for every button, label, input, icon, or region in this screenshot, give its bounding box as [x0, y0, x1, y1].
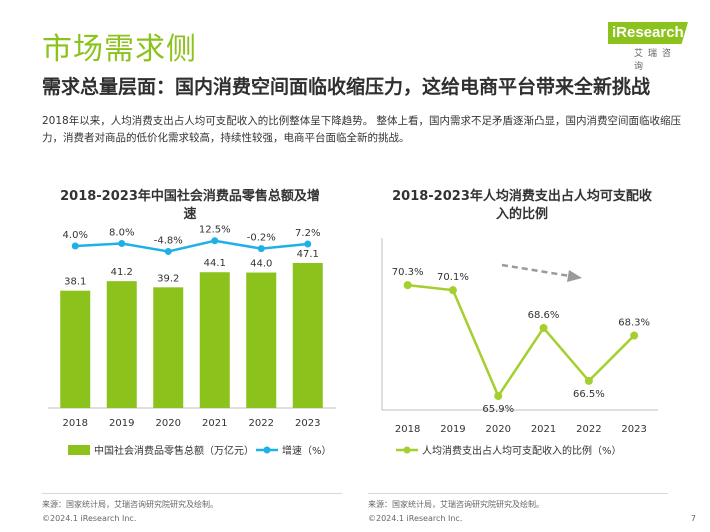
bar-value-label-2019: 41.2 — [111, 267, 133, 278]
legend-ratio-marker — [403, 446, 411, 454]
ratio-point-2022 — [584, 376, 593, 385]
left-chart-title: 2018-2023年中国社会消费品零售总额及增速 — [60, 189, 320, 222]
ratio-point-2021 — [539, 323, 548, 332]
bar-value-label-2022: 44.0 — [250, 259, 272, 270]
growth-line — [75, 239, 308, 253]
ratio-point-2020 — [494, 392, 503, 400]
ratio-label-2019: 70.1% — [437, 272, 469, 283]
left-footer-divider — [42, 493, 342, 494]
logo-badge — [608, 22, 688, 44]
x-tick-2020: 2020 — [156, 418, 181, 429]
bar-value-label-2018: 38.1 — [64, 277, 86, 288]
x-tick-2019: 2019 — [440, 424, 465, 435]
x-tick-2021: 2021 — [531, 424, 556, 435]
x-tick-2020: 2020 — [486, 424, 511, 435]
growth-label-2019: 8.0% — [109, 228, 134, 239]
bar-2020 — [153, 287, 184, 408]
x-tick-2023: 2023 — [295, 418, 320, 429]
legend-ratio-label: 人均消费支出占人均可支配收入的比例（%） — [422, 444, 622, 457]
bar-2021 — [199, 272, 230, 408]
growth-point-2019 — [118, 240, 126, 248]
growth-label-2021: 12.5% — [199, 225, 231, 236]
ratio-label-2022: 66.5% — [573, 389, 605, 400]
trend-arrow-head — [567, 270, 582, 282]
ratio-point-2018 — [403, 281, 412, 290]
growth-point-2022 — [257, 245, 265, 253]
growth-label-2022: -0.2% — [247, 233, 276, 244]
bar-2018 — [60, 290, 91, 408]
ratio-label-2018: 70.3% — [392, 267, 424, 278]
growth-label-2023: 7.2% — [295, 228, 320, 239]
x-tick-2018: 2018 — [63, 418, 88, 429]
right-footer-divider — [368, 493, 668, 494]
bar-value-label-2021: 44.1 — [204, 258, 226, 269]
legend-growth-label: 增速（%） — [282, 444, 332, 457]
x-tick-2023: 2023 — [621, 424, 646, 435]
ratio-point-2023 — [630, 331, 639, 340]
ratio-label-2021: 68.6% — [528, 310, 560, 321]
left-copyright: ©2024.1 iResearch Inc. — [42, 514, 137, 523]
right-source: 来源：国家统计局，艾瑞咨询研究院研究及绘制。 — [368, 500, 544, 509]
growth-point-2023 — [304, 240, 312, 248]
legend-growth-marker — [263, 446, 271, 454]
trend-arrow-icon — [501, 263, 582, 282]
bar-2022 — [246, 272, 277, 408]
x-tick-2021: 2021 — [202, 418, 227, 429]
intro-paragraph: 2018年以来，人均消费支出占人均可支配收入的比例整体呈下降趋势。 整体上看，国… — [42, 115, 682, 144]
logo-text: iResearch — [612, 24, 684, 41]
ratio-point-2019 — [448, 286, 457, 295]
growth-point-2020 — [164, 247, 172, 255]
right-copyright: ©2024.1 iResearch Inc. — [368, 514, 463, 523]
trend-arrow-shaft — [501, 263, 571, 278]
bar-2019 — [106, 281, 137, 408]
page-number: 7 — [690, 514, 696, 523]
growth-point-2021 — [211, 237, 219, 245]
page-title: 市场需求侧 — [42, 32, 197, 67]
growth-label-2020: -4.8% — [154, 235, 183, 246]
x-tick-2018: 2018 — [395, 424, 420, 435]
iresearch-logo: iResearch 艾瑞咨询 — [608, 22, 688, 72]
x-tick-2019: 2019 — [109, 418, 134, 429]
page-subtitle: 需求总量层面：国内消费空间面临收缩压力，这给电商平台带来全新挑战 — [42, 76, 651, 98]
x-tick-2022: 2022 — [249, 418, 274, 429]
growth-point-2018 — [71, 242, 79, 250]
bar-value-label-2020: 39.2 — [157, 273, 179, 284]
right-chart-title: 2018-2023年人均消费支出占人均可支配收入的比例 — [392, 189, 652, 222]
bar-value-label-2023: 47.1 — [297, 249, 319, 260]
left-source: 来源：国家统计局，艾瑞咨询研究院研究及绘制。 — [42, 500, 218, 509]
legend-bar-swatch — [68, 445, 90, 455]
legend-bar-label: 中国社会消费品零售总额（万亿元） — [94, 444, 254, 457]
x-tick-2022: 2022 — [576, 424, 601, 435]
ratio-label-2023: 68.3% — [618, 318, 650, 329]
bar-2023 — [292, 263, 323, 408]
logo-chinese-text: 艾瑞咨询 — [634, 49, 677, 72]
growth-label-2018: 4.0% — [63, 230, 88, 241]
ratio-label-2020: 65.9% — [482, 404, 514, 415]
ratio-line — [407, 283, 636, 399]
